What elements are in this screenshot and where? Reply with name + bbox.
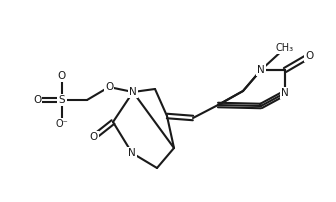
Text: O: O: [105, 82, 113, 92]
Text: N: N: [257, 65, 265, 75]
Text: O: O: [90, 132, 98, 142]
Text: N: N: [281, 88, 289, 98]
Text: N: N: [128, 148, 136, 158]
Text: S: S: [59, 95, 65, 105]
Text: O: O: [305, 51, 313, 61]
Text: O: O: [33, 95, 41, 105]
Text: O: O: [58, 71, 66, 81]
Text: N: N: [129, 87, 137, 97]
Text: O⁻: O⁻: [56, 119, 68, 129]
Text: CH₃: CH₃: [276, 43, 294, 53]
